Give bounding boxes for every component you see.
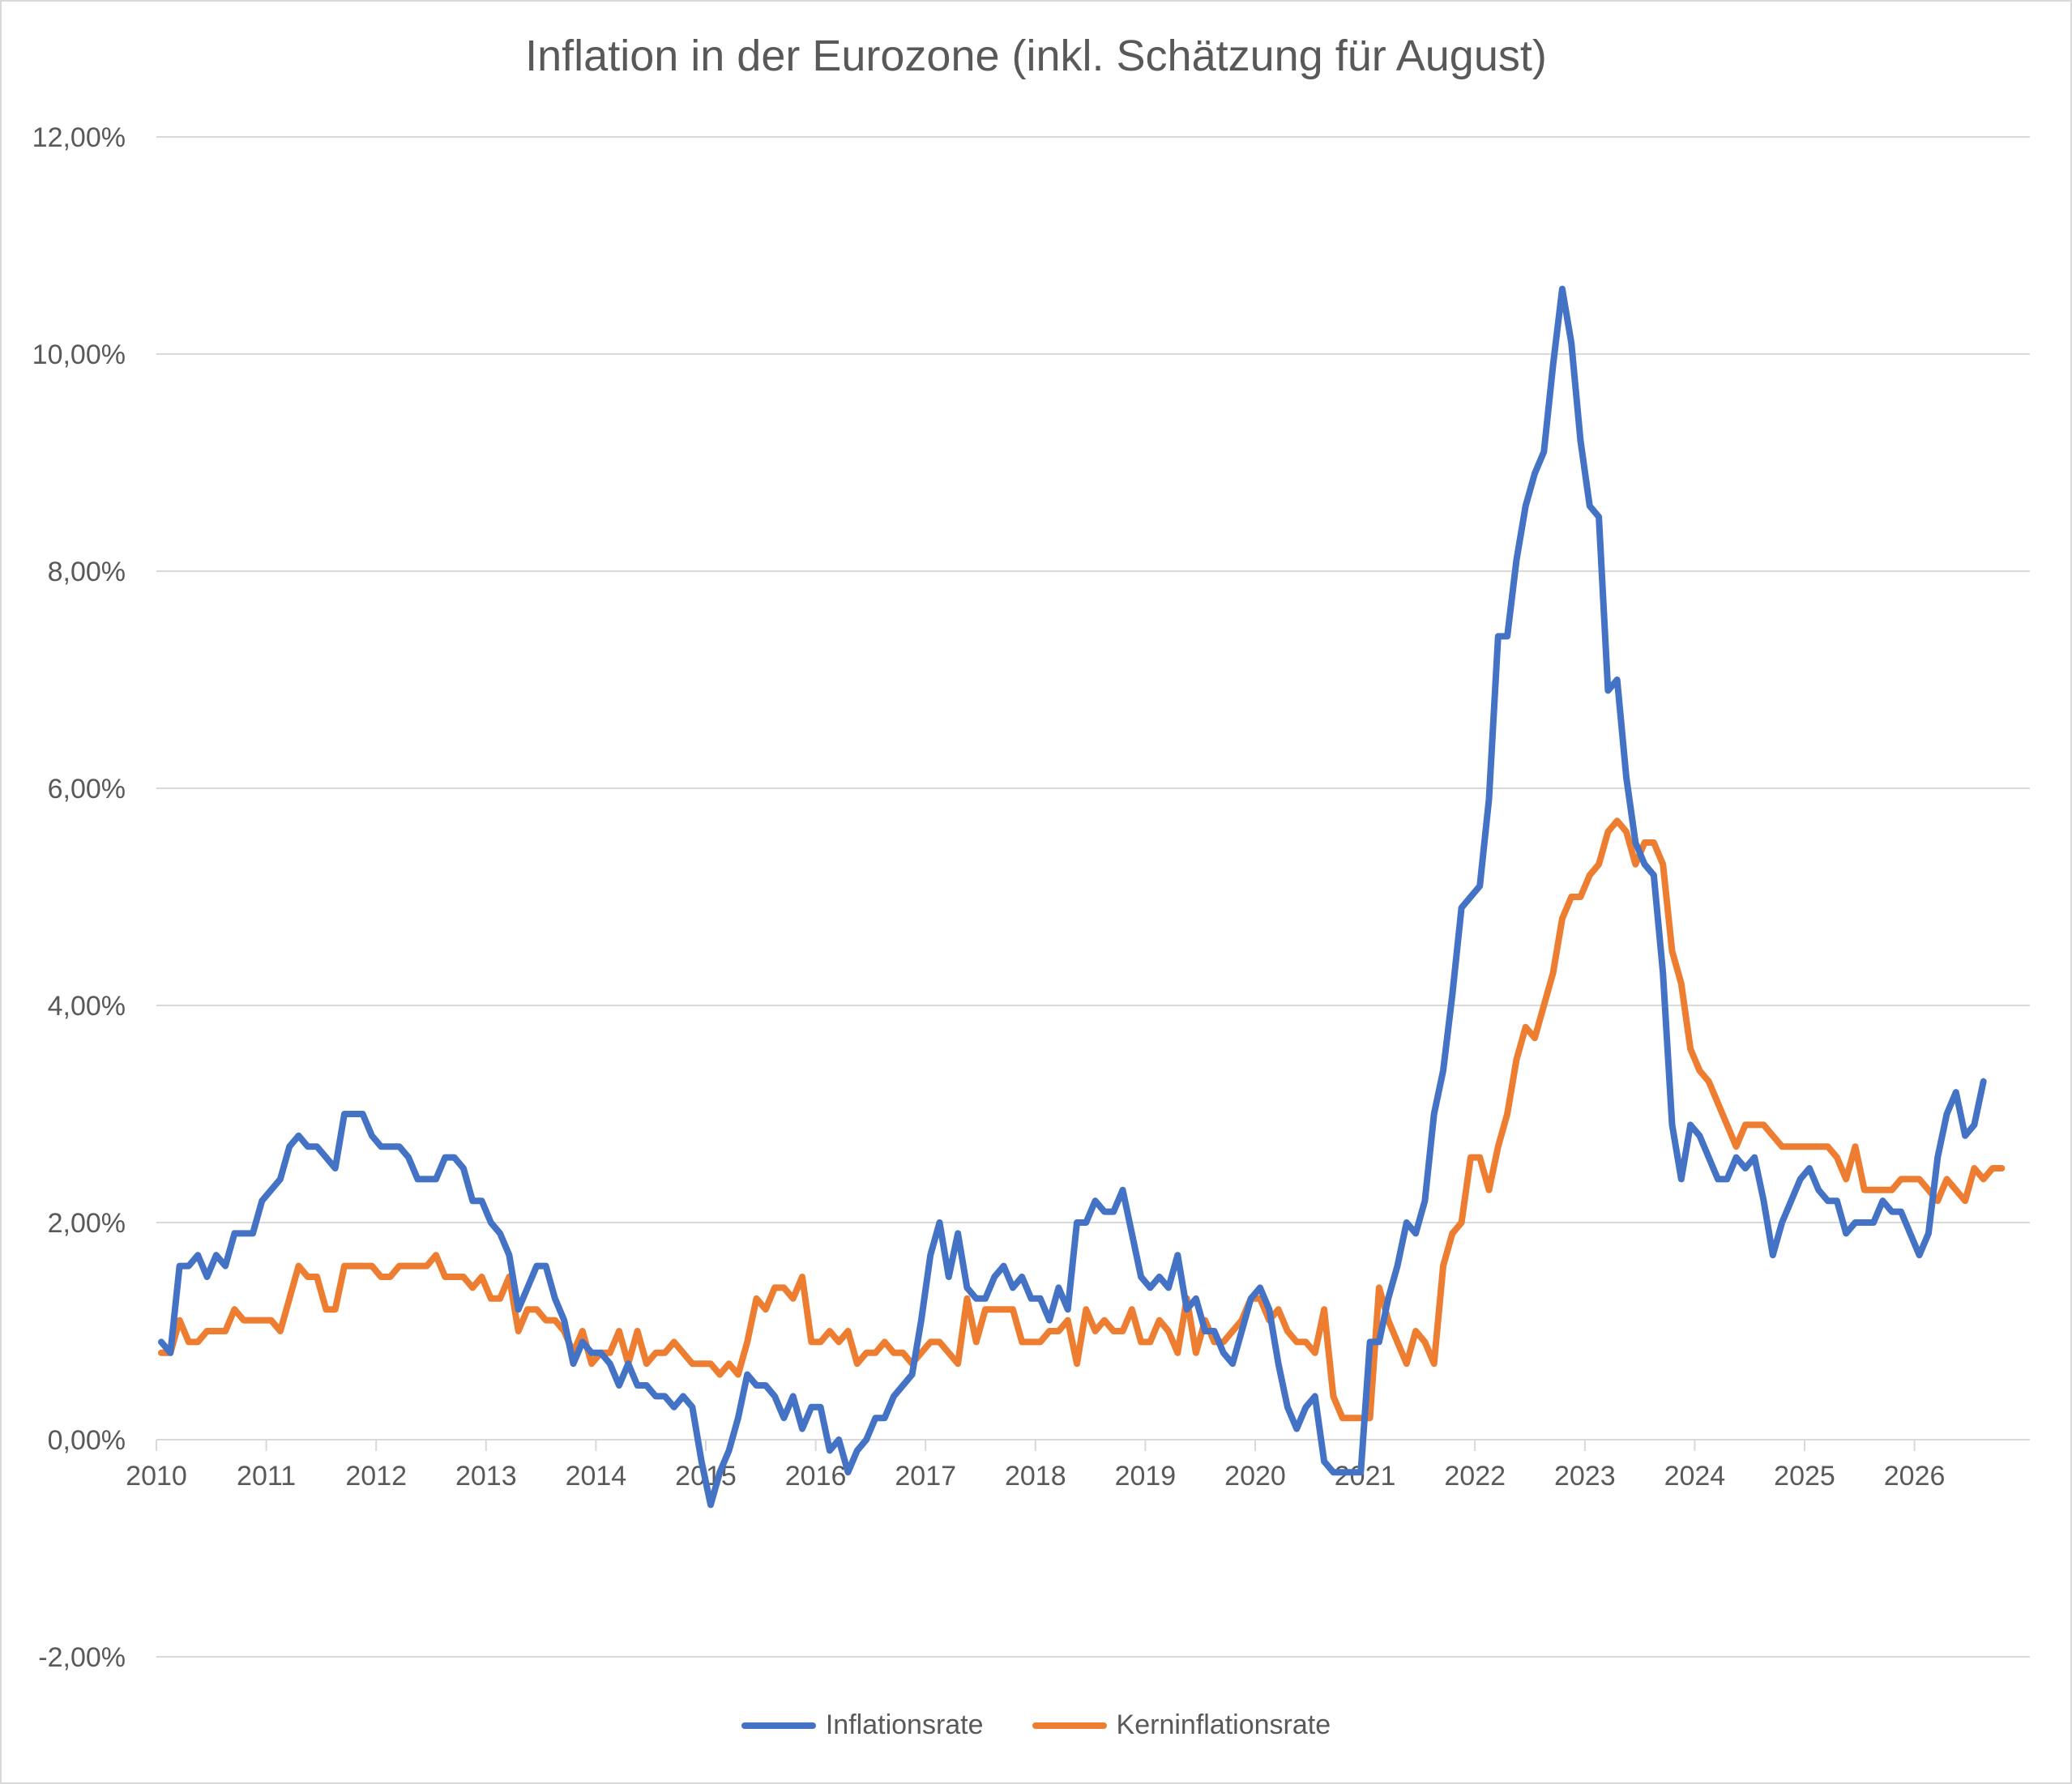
x-tick-labels: 2010 2011 2012 2013 2014 2015 2016 2017 2018 2019… — [126, 1461, 1945, 1492]
x-tick-label: 2025 — [1774, 1461, 1835, 1492]
x-tick-label: 2016 — [785, 1461, 847, 1492]
x-tick-label: 2022 — [1444, 1461, 1506, 1492]
chart-title: Inflation in der Eurozone (inkl. Schätzu… — [525, 32, 1547, 80]
x-tick-label: 2026 — [1884, 1461, 1946, 1492]
x-tick-label: 2019 — [1115, 1461, 1177, 1492]
series-line-inflationsrate — [158, 285, 1987, 1509]
y-tick-label: 4,00% — [48, 991, 126, 1022]
y-tick-label: 2,00% — [48, 1208, 126, 1239]
legend-label-kerninflationsrate: Kerninflationsrate — [1116, 1709, 1331, 1740]
y-tick-label: -2,00% — [38, 1642, 126, 1673]
legend-label-inflationsrate: Inflationsrate — [825, 1709, 984, 1740]
y-tick-label: 8,00% — [48, 557, 126, 587]
x-tick-label: 2012 — [345, 1461, 407, 1492]
x-tick-label: 2011 — [237, 1461, 296, 1492]
y-tick-label: 12,00% — [32, 122, 126, 153]
series-lines — [158, 285, 2006, 1509]
gridlines — [156, 136, 2030, 1658]
x-tick-label: 2010 — [126, 1461, 187, 1492]
y-tick-label: 6,00% — [48, 774, 126, 805]
legend-item-kerninflationsrate: Kerninflationsrate — [1032, 1709, 1331, 1741]
x-tick-label: 2018 — [1005, 1461, 1066, 1492]
legend-item-inflationsrate: Inflationsrate — [741, 1709, 984, 1741]
y-tick-labels: -2,00% 0,00% 2,00% 4,00% 6,00% 8,00% 10,00% 12,… — [32, 122, 126, 1673]
x-tick-label: 2014 — [566, 1461, 627, 1492]
x-tick-label: 2020 — [1224, 1461, 1286, 1492]
x-tick-label: 2017 — [895, 1461, 956, 1492]
x-tick-label: 2024 — [1664, 1461, 1726, 1492]
x-tick-label: 2021 — [1335, 1461, 1396, 1492]
legend-swatch-inflationsrate — [741, 1722, 816, 1729]
x-tick-label: 2023 — [1554, 1461, 1616, 1492]
legend-swatch-kerninflationsrate — [1032, 1722, 1107, 1729]
series-line-kerninflationsrate — [158, 817, 2006, 1422]
y-tick-label: 0,00% — [48, 1425, 126, 1456]
legend: Inflationsrate Kerninflationsrate — [0, 1709, 2072, 1741]
x-tick-label: 2013 — [455, 1461, 517, 1492]
y-tick-label: 10,00% — [32, 339, 126, 370]
